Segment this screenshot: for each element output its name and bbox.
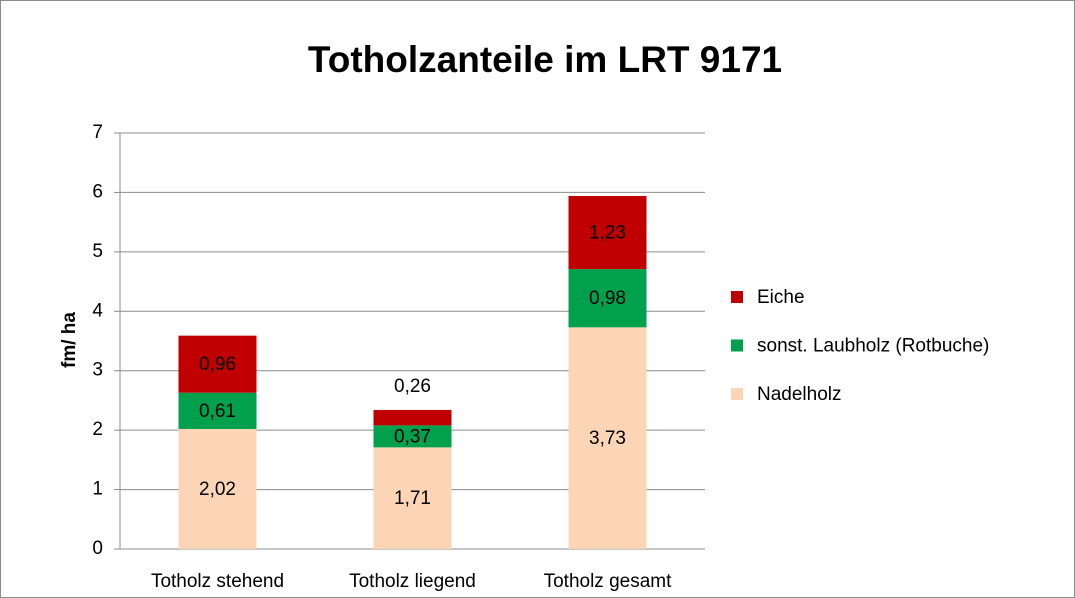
bar-segment (568, 195, 647, 270)
y-tick-label: 2 (92, 419, 103, 440)
value-label: 2,02 (199, 479, 236, 500)
value-label: 1,23 (589, 223, 626, 244)
bar-segment (373, 425, 452, 448)
y-tick-label: 1 (92, 479, 103, 500)
legend-label: sonst. Laubholz (Rotbuche) (757, 336, 989, 357)
value-label: 1,71 (394, 488, 431, 509)
legend-swatch (731, 291, 743, 303)
bar-segment (178, 428, 257, 549)
x-tick-label: Totholz stehend (151, 571, 284, 592)
y-tick-label: 5 (92, 241, 103, 262)
value-label: 0,26 (394, 376, 431, 397)
y-tick-label: 4 (92, 300, 103, 321)
x-tick-label: Totholz gesamt (544, 571, 673, 592)
bar-segment (178, 335, 257, 393)
value-label: 3,73 (589, 428, 626, 449)
value-label: 0,37 (394, 426, 431, 447)
y-tick-label: 6 (92, 181, 103, 202)
legend-label: Eiche (757, 287, 805, 308)
bar-segment (568, 327, 647, 549)
bar-segment (178, 392, 257, 429)
legend-swatch (731, 339, 743, 352)
bar-segment (568, 269, 647, 328)
bar-segment (373, 447, 452, 549)
value-label: 0,61 (199, 401, 236, 422)
value-label: 0,96 (199, 354, 236, 375)
y-axis-label: fm/ ha (59, 312, 80, 368)
legend-label: Nadelholz (757, 384, 842, 405)
value-label: 0,98 (589, 288, 626, 309)
bar-segment (373, 409, 452, 426)
y-tick-label: 3 (92, 360, 103, 381)
y-tick-label: 7 (92, 122, 103, 143)
x-tick-label: Totholz liegend (349, 571, 476, 592)
y-tick-label: 0 (92, 538, 103, 559)
legend-swatch (731, 388, 743, 400)
chart-title: Totholzanteile im LRT 9171 (308, 39, 782, 80)
